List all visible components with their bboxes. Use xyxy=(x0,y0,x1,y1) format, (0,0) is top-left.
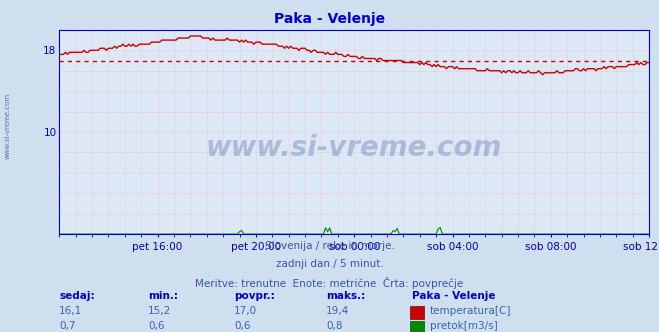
Text: Slovenija / reke in morje.: Slovenija / reke in morje. xyxy=(264,241,395,251)
Text: www.si-vreme.com: www.si-vreme.com xyxy=(206,134,502,162)
Text: min.:: min.: xyxy=(148,291,179,301)
Text: www.si-vreme.com: www.si-vreme.com xyxy=(5,93,11,159)
Text: 16,1: 16,1 xyxy=(59,306,82,316)
Text: 0,7: 0,7 xyxy=(59,321,76,331)
Text: maks.:: maks.: xyxy=(326,291,366,301)
Text: Paka - Velenje: Paka - Velenje xyxy=(274,12,385,26)
Text: Meritve: trenutne  Enote: metrične  Črta: povprečje: Meritve: trenutne Enote: metrične Črta: … xyxy=(195,277,464,289)
Text: 17,0: 17,0 xyxy=(234,306,257,316)
Text: povpr.:: povpr.: xyxy=(234,291,275,301)
Text: 0,6: 0,6 xyxy=(148,321,165,331)
Text: sedaj:: sedaj: xyxy=(59,291,95,301)
Text: pretok[m3/s]: pretok[m3/s] xyxy=(430,321,498,331)
Text: 15,2: 15,2 xyxy=(148,306,171,316)
Text: Paka - Velenje: Paka - Velenje xyxy=(412,291,496,301)
Text: 19,4: 19,4 xyxy=(326,306,349,316)
Text: temperatura[C]: temperatura[C] xyxy=(430,306,511,316)
Text: 0,8: 0,8 xyxy=(326,321,343,331)
Text: 0,6: 0,6 xyxy=(234,321,250,331)
Text: zadnji dan / 5 minut.: zadnji dan / 5 minut. xyxy=(275,259,384,269)
